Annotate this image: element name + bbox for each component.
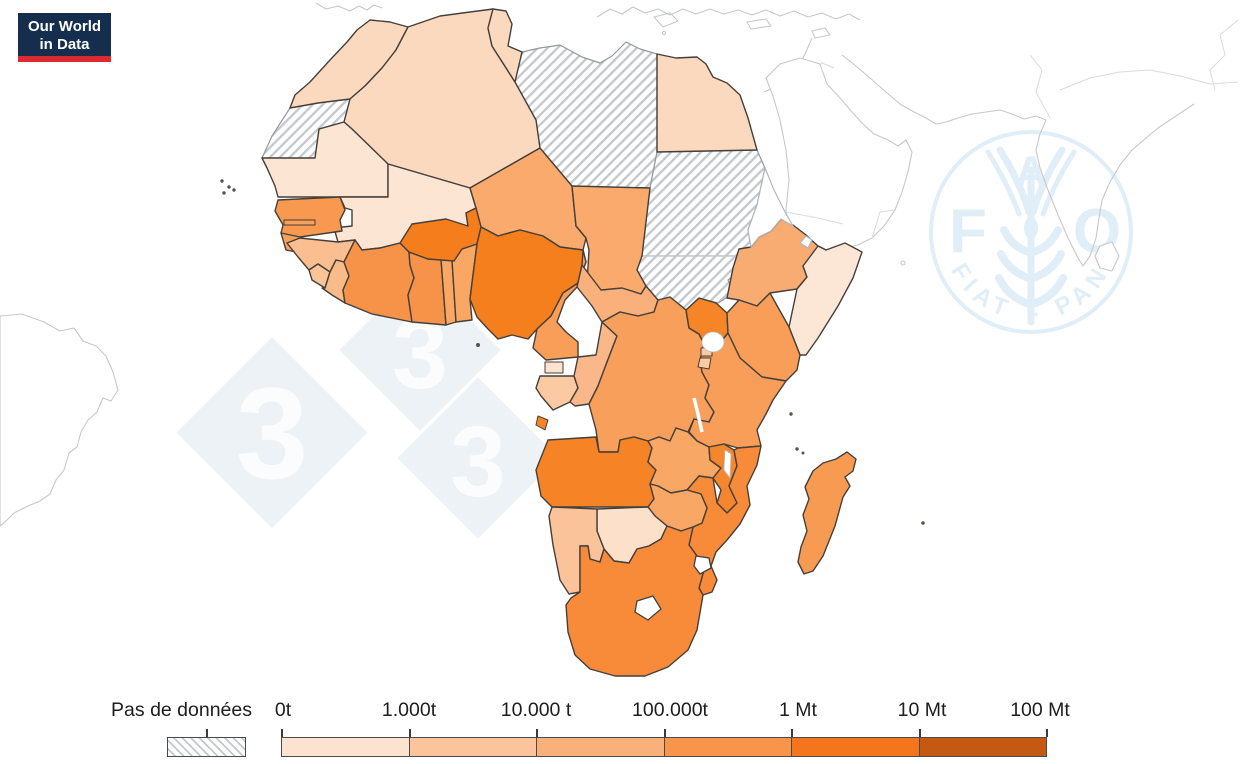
comoros-island-1 (795, 447, 799, 451)
legend-band-3[interactable] (536, 738, 664, 756)
legend-color-bar (281, 737, 1047, 757)
country-eritrea[interactable] (747, 165, 795, 249)
legend-tick-3 (664, 729, 666, 737)
background-world-map (0, 2, 1239, 527)
outline-sri-lanka (1094, 241, 1120, 272)
outline-pakistan-border (1029, 54, 1051, 119)
outline-socotra (900, 260, 906, 266)
zanzibar-island (789, 412, 793, 416)
fao-circle (929, 130, 1133, 334)
country-angola[interactable] (535, 436, 657, 508)
owid-logo-line1: Our World (27, 18, 102, 35)
country-tunisia[interactable] (487, 8, 523, 83)
no-data-tick (206, 729, 208, 737)
country-burundi[interactable] (697, 357, 712, 370)
legend-band-5[interactable] (791, 738, 919, 756)
comoros-island-2 (801, 451, 805, 455)
country-cameroon[interactable] (532, 249, 587, 361)
cape-verde-islands (220, 179, 236, 195)
legend-tick-5 (919, 729, 921, 737)
fao-motto-separator: : (1032, 295, 1040, 322)
lake-malawi (723, 449, 732, 480)
country-cote-divoire[interactable] (342, 239, 415, 323)
country-madagascar[interactable] (797, 451, 857, 575)
country-eswatini[interactable] (693, 555, 712, 575)
mauritius-island (921, 521, 925, 525)
lake-victoria (701, 331, 725, 353)
outline-malta (661, 30, 667, 36)
legend-tick-label-1: 1.000t (381, 699, 437, 721)
country-gabon[interactable] (535, 375, 579, 411)
country-sudan[interactable] (641, 149, 766, 257)
owid-logo[interactable]: Our World in Data (18, 13, 111, 62)
outline-iran-coast (841, 54, 1047, 125)
country-egypt[interactable] (656, 53, 758, 153)
outline-himalaya (1059, 69, 1239, 91)
outline-cyprus (811, 27, 831, 39)
country-ghana[interactable] (407, 251, 447, 326)
no-data-label: Pas de données (111, 699, 252, 721)
bioko-island (476, 343, 480, 347)
outline-sicily (653, 12, 679, 28)
legend-tick-label-3: 100.000t (632, 699, 708, 721)
legend-band-4[interactable] (663, 738, 791, 756)
country-lesotho[interactable] (634, 595, 662, 621)
outline-top-right (1209, 19, 1239, 91)
legend-band-2[interactable] (408, 738, 536, 756)
country-somalia[interactable] (788, 242, 863, 356)
fao-letter-f: F (949, 197, 987, 266)
africa-countries (220, 8, 925, 677)
diamond-1 (176, 337, 368, 529)
country-south-africa[interactable] (565, 525, 705, 677)
legend-tick-label-0: 0t (274, 699, 292, 721)
legend-tick-6 (1046, 729, 1048, 737)
no-data-swatch[interactable] (167, 737, 246, 757)
country-gambia[interactable] (283, 219, 316, 226)
legend-tick-1 (409, 729, 411, 737)
outline-crete (746, 18, 772, 30)
outline-arabia (765, 57, 913, 253)
owid-logo-line2: in Data (39, 36, 90, 53)
outline-yemen-border (785, 211, 844, 225)
legend-tick-4 (791, 729, 793, 737)
outline-turkey-greece (596, 6, 861, 21)
country-equatorial-guinea[interactable] (544, 361, 564, 374)
legend-band-1[interactable] (282, 738, 409, 756)
legend-band-6[interactable] (918, 738, 1046, 756)
country-djibouti[interactable] (799, 235, 813, 249)
diamond-1-digit: 3 (236, 360, 308, 506)
outline-oman-border (871, 209, 896, 239)
legend-tick-2 (536, 729, 538, 737)
outline-brazil (0, 313, 119, 527)
legend-tick-label-2: 10.000 t (500, 699, 572, 721)
lake-tanganyika (692, 397, 704, 433)
legend-tick-label-6: 100 Mt (1010, 699, 1070, 721)
diamond-3-digit: 3 (450, 406, 506, 518)
legend-tick-label-4: 1 Mt (779, 699, 817, 721)
legend-tick-0 (281, 729, 283, 737)
outline-iberia (315, 2, 383, 12)
outline-india (1035, 103, 1195, 267)
country-cabinda[interactable] (535, 415, 549, 431)
legend-tick-label-5: 10 Mt (897, 699, 947, 721)
